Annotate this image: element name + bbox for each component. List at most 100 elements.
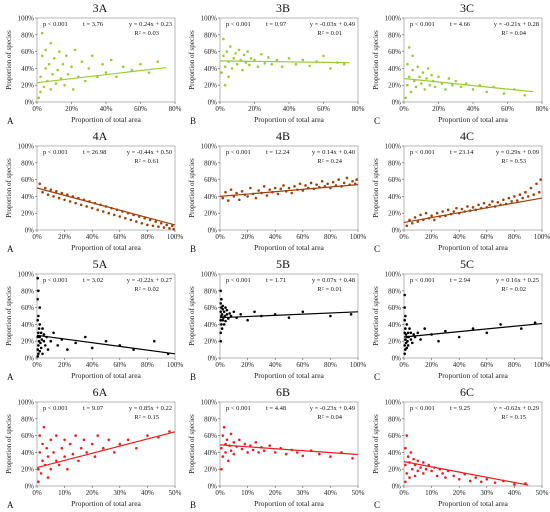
x-tick-label: 0% [399,361,409,369]
x-tick-label: 20% [241,361,254,369]
data-point [51,72,54,76]
data-point [129,218,133,222]
y-tick-label: 60% [21,48,34,56]
x-tick-label: 20% [432,105,445,113]
y-tick-label: 40% [204,65,217,73]
data-point [409,90,413,94]
data-point [404,338,407,341]
data-point [42,333,46,336]
data-point [49,467,53,471]
data-point [407,75,411,79]
y-tick-label: 0% [392,483,402,491]
data-point [279,187,283,191]
data-point [454,79,458,83]
data-point [301,454,305,458]
panel-6c: 6C 0% 20% 40% 60% 80% 100% 0% 10% 20% 30% 40% 50% Pro… [372,385,549,510]
data-point [220,313,224,316]
data-point [234,51,237,55]
x-tick-label: 100% [534,361,550,369]
data-point [474,476,478,479]
data-point [510,200,513,203]
data-point [37,314,40,318]
data-point [46,348,50,351]
data-point [471,206,475,209]
x-tick-label: 100% [534,233,550,241]
data-point [39,346,43,350]
r-squared-label: R² = 0.03 [134,30,159,37]
data-point [433,218,436,222]
data-point [351,179,354,183]
data-point [240,447,244,451]
data-point [148,218,152,222]
x-tick-label: 0% [32,489,42,497]
data-point [437,339,440,343]
data-point [57,196,61,200]
data-point [251,448,255,452]
x-tick-label: 50% [169,489,182,497]
y-tick-label: 100% [385,399,402,407]
plot-frame [403,145,543,231]
data-point [224,190,227,194]
x-tick-label: 30% [296,489,309,497]
data-point [228,312,231,315]
data-point [409,331,413,335]
data-point [90,206,94,210]
r-squared-label: R² = 0.01 [317,30,342,37]
data-point [85,451,88,454]
panel-title: 5B [276,257,290,271]
y-tick-label: 40% [388,449,401,457]
panel-6a: 6A 0% 20% 40% 60% 80% 100% 0% 10% 20% 30% 40% 50% Pro… [5,385,182,510]
data-point [146,223,149,227]
y-tick-label: 0% [208,355,218,363]
data-point [139,62,142,66]
data-point [499,323,502,326]
r-squared-label: R² = 0.02 [134,286,159,293]
panel-5a: 5A 0% 20% 40% 60% 80% 100% 0% 20% 40% 60% 80% 100% Pr… [5,257,183,382]
data-point [84,79,87,83]
data-point [54,82,58,85]
data-point [416,65,420,69]
panel-title: 3A [93,1,108,15]
t-value-label: t = 0.97 [266,21,287,28]
t-value-label: t = 12.24 [266,149,290,156]
data-point [135,446,138,450]
data-point [262,449,266,453]
data-point [36,318,39,322]
x-tick-label: 50% [536,489,549,497]
data-point [126,438,130,442]
y-tick-label: 60% [204,48,217,56]
data-point [411,68,414,72]
y-tick-label: 0% [25,99,35,107]
data-point [37,480,40,484]
data-point [71,88,75,91]
x-tick-label: 60% [296,361,309,369]
x-tick-label: 20% [241,233,254,241]
data-point [130,68,134,72]
data-point [55,459,58,463]
data-point [107,438,111,442]
data-point [290,191,294,195]
data-point [38,451,42,454]
y-tick-label: 80% [21,287,34,295]
x-tick-label: 20% [86,489,99,497]
panel-letter: B [190,500,196,510]
data-point [253,310,256,314]
data-point [220,71,224,74]
p-value-label: p < 0.001 [43,21,68,28]
data-point [280,65,284,69]
y-tick-label: 100% [385,143,402,151]
trend-line [403,322,543,338]
data-point [151,224,155,228]
y-tick-label: 100% [18,271,35,279]
regression-equation: y = -0.22x + 0.27 [127,277,173,284]
data-point [232,310,236,314]
y-axis-label: Proportion of species [372,158,380,218]
y-tick-label: 80% [388,415,401,423]
y-tick-label: 80% [21,415,34,423]
data-point [404,333,408,336]
data-point [419,213,422,217]
y-tick-label: 80% [204,287,217,295]
data-point [287,186,291,190]
data-point [257,189,260,192]
data-point [532,193,536,197]
